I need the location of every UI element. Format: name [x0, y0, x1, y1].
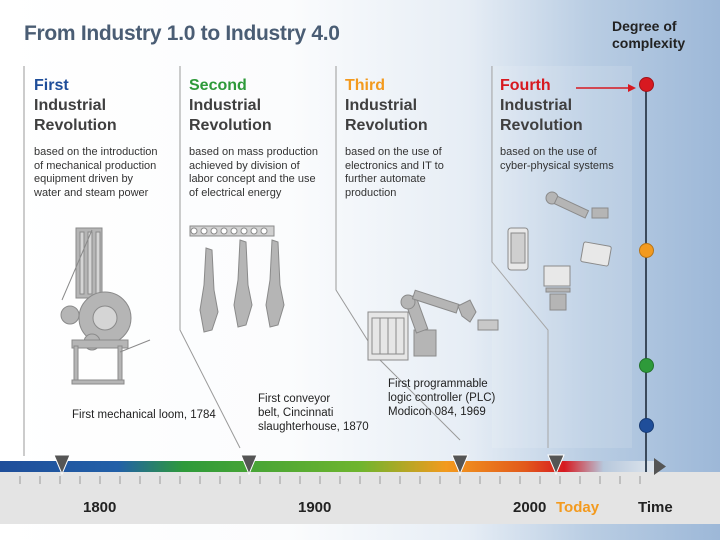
milestone-plc-caption: First programmable logic controller (PLC…: [388, 378, 496, 418]
panel-edge-3: [335, 66, 461, 441]
third-revolution-description: based on the use of electronics and IT t…: [345, 146, 444, 199]
timeline-bar: [0, 461, 656, 472]
axis-ticks: [19, 476, 641, 484]
milestone-marker-conveyor: [240, 454, 258, 476]
complexity-dot-first: [639, 418, 654, 433]
panel-edge-2: [179, 66, 241, 449]
second-revolution-ordinal: Second: [189, 77, 247, 94]
year-2000: 2000: [513, 499, 547, 516]
third-revolution-ordinal: Third: [345, 77, 385, 94]
milestone-marker-today: [547, 454, 565, 476]
loom-illustration: [60, 227, 151, 385]
year-1800: 1800: [83, 499, 117, 516]
year-1900: 1900: [298, 499, 332, 516]
page-title: From Industry 1.0 to Industry 4.0: [24, 22, 340, 45]
third-revolution-heading: Third Industrial Revolution: [345, 77, 428, 134]
time-label: Time: [638, 499, 673, 516]
first-revolution-ordinal: First: [34, 77, 69, 94]
conveyor-illustration: [189, 225, 285, 333]
fourth-revolution-ordinal: Fourth: [500, 77, 551, 94]
first-revolution-heading: First Industrial Revolution: [34, 77, 117, 134]
cps-illustration: [507, 191, 612, 311]
second-revolution-description: based on mass production achieved by div…: [189, 146, 319, 199]
complexity-dot-third: [639, 243, 654, 258]
milestone-loom-caption: First mechanical loom, 1784: [72, 409, 216, 421]
second-revolution-heading: Second Industrial Revolution: [189, 77, 272, 134]
milestone-conveyor-caption: First conveyor belt, Cincinnati slaughte…: [258, 393, 369, 433]
milestone-marker-plc: [451, 454, 469, 476]
complexity-dot-fourth: [639, 77, 654, 92]
fourth-revolution-heading: Fourth Industrial Revolution: [500, 77, 583, 134]
plc-robot-illustration: [367, 289, 499, 361]
complexity-axis-line: [645, 80, 647, 472]
fourth-revolution-description: based on the use of cyber-physical syste…: [500, 146, 614, 172]
complexity-dot-second: [639, 358, 654, 373]
fourth-arrow-head: [628, 84, 636, 92]
timeline-arrow: [654, 458, 666, 475]
complexity-axis-label: Degree of complexity: [612, 18, 686, 51]
panel-edge-4: [491, 66, 549, 448]
milestone-marker-loom: [53, 454, 71, 476]
first-revolution-description: based on the introduction of mechanical …: [34, 146, 158, 199]
today-label: Today: [556, 499, 600, 516]
